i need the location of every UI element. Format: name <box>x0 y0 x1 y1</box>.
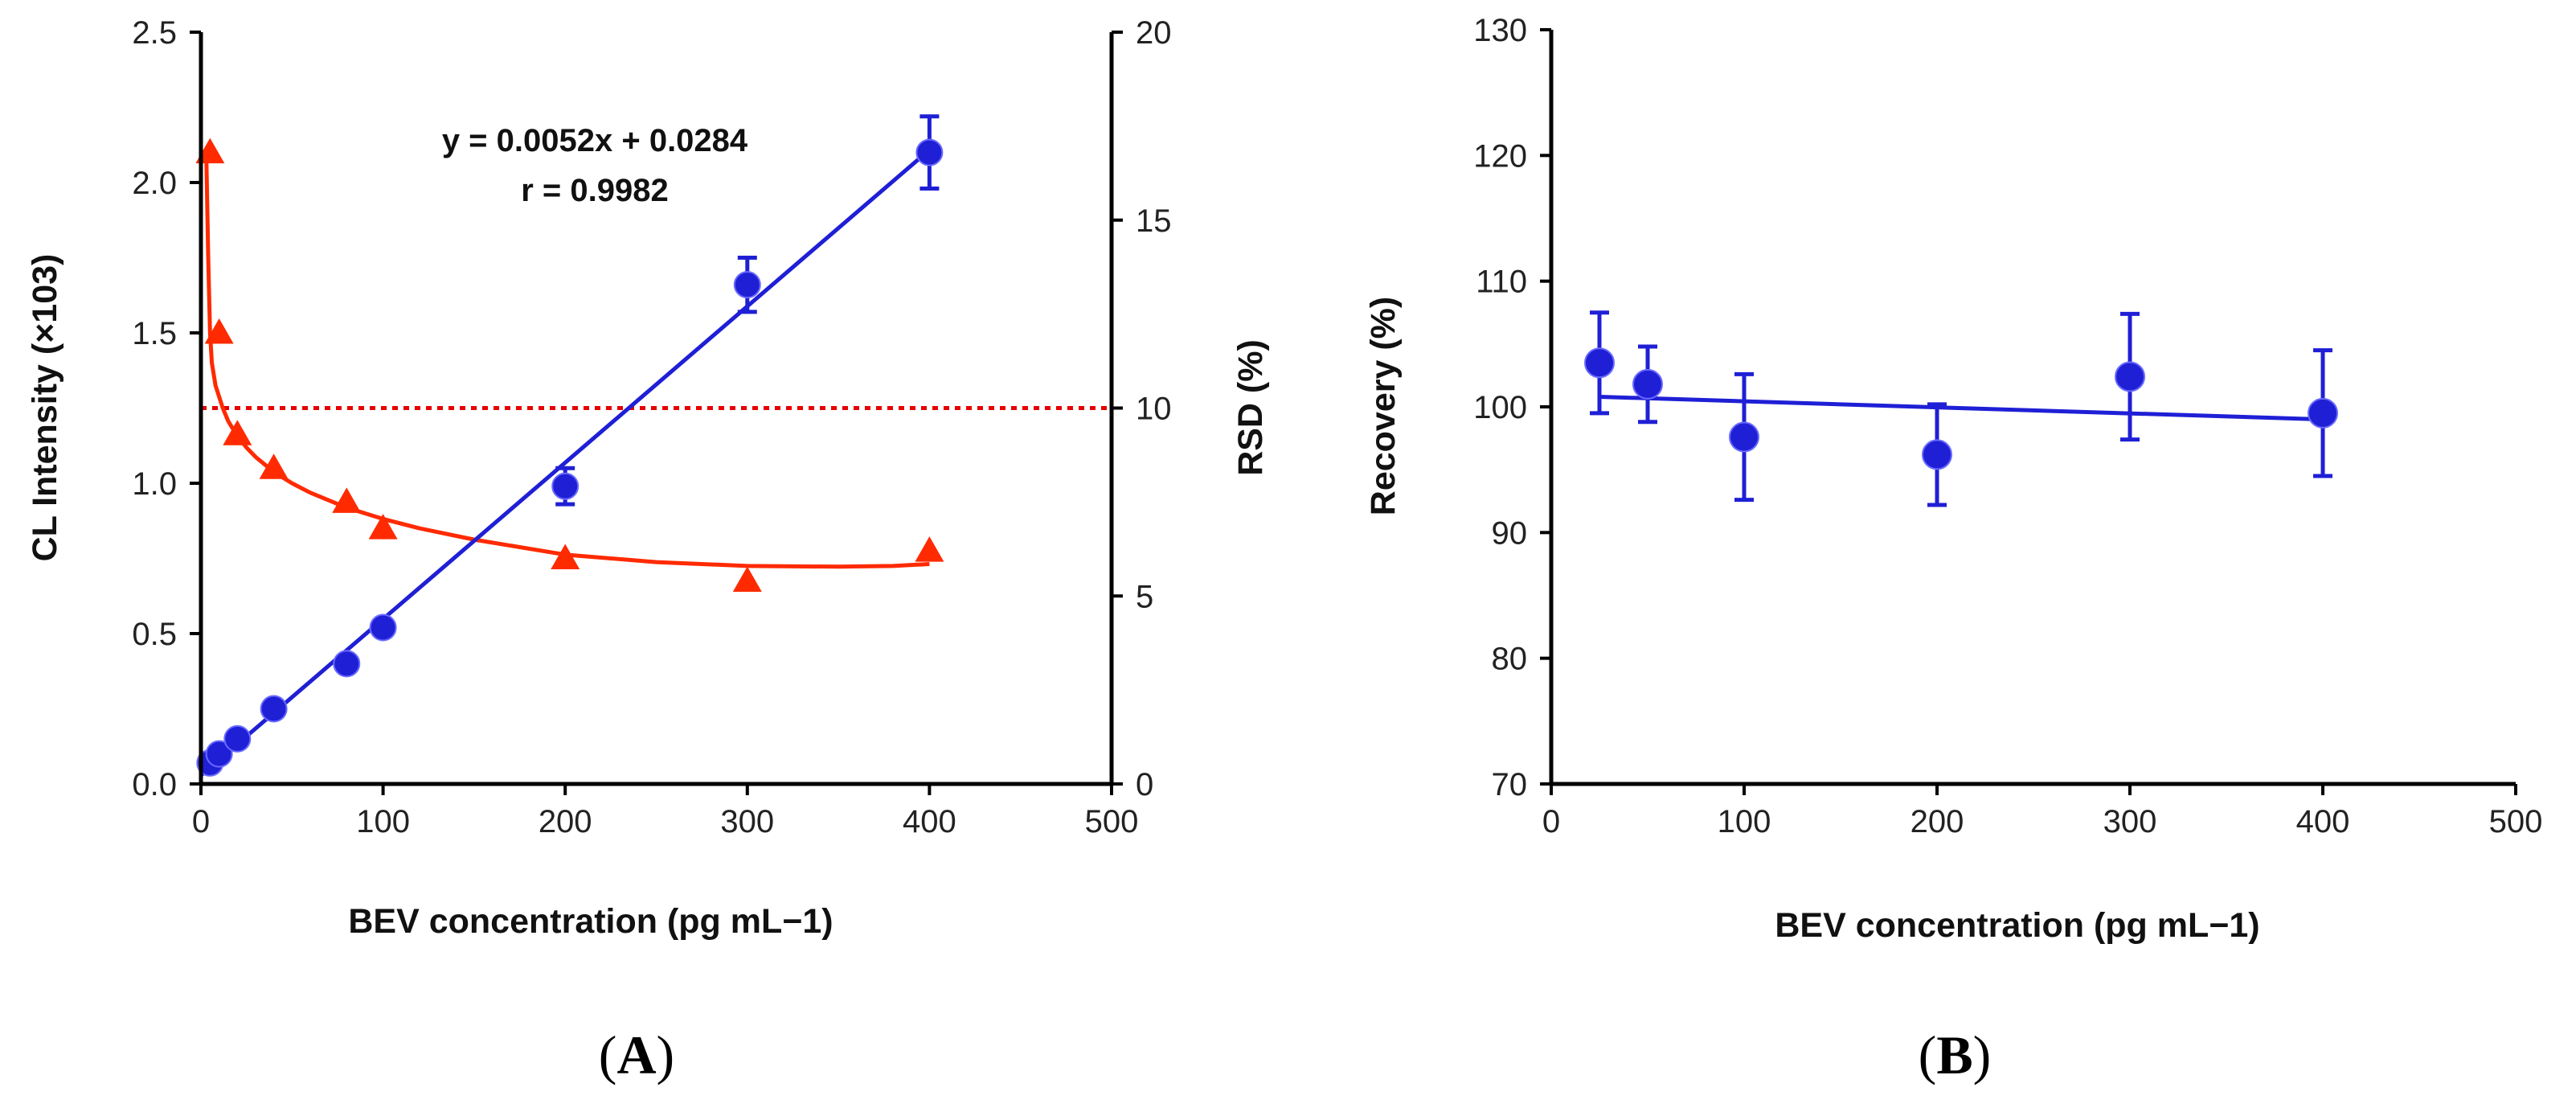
panel-a-rsd-point <box>223 420 252 445</box>
panel-a-y2-tick-label: 20 <box>1136 15 1172 51</box>
panel-b-x-tick-label: 200 <box>1910 804 1964 839</box>
panel-a-cl-point <box>551 472 579 500</box>
panel-a-y-axis-title: CL Intensity (×103) <box>26 254 64 562</box>
panel-a-cl-point <box>260 695 288 723</box>
panel-a-x-tick-label: 500 <box>1085 804 1139 839</box>
panel-b-y-tick-label: 70 <box>1492 767 1528 802</box>
panel-b-y-tick-label: 90 <box>1492 515 1528 551</box>
panel-b-y-axis-title: Recovery (%) <box>1364 297 1403 515</box>
panel-a-x-tick-label: 300 <box>720 804 774 839</box>
panel-b-x-axis-title: BEV concentration (pg mL−1) <box>1775 906 2259 945</box>
panel-a-linear-fit-line <box>199 148 932 778</box>
panel-a-y2-tick-label: 15 <box>1136 203 1172 239</box>
panel-b-y-tick-label: 80 <box>1492 642 1528 677</box>
panel-a-y-tick-label: 2.5 <box>132 15 177 51</box>
panel-b-x-tick-label: 0 <box>1542 804 1560 839</box>
panel-a-r-value: r = 0.9982 <box>521 173 669 208</box>
panel-a-y-tick-label: 1.0 <box>132 466 177 502</box>
panel-a-x-axis-title: BEV concentration (pg mL−1) <box>348 902 833 941</box>
panel-a-rsd-point <box>732 566 762 593</box>
panel-a-x-tick-label: 200 <box>539 804 592 839</box>
panel-a-rsd-point <box>332 487 362 513</box>
panel-a-equation: y = 0.0052x + 0.0284 <box>442 123 748 158</box>
panel-a-cl-point <box>733 271 761 299</box>
panel-a-y2-axis-title: RSD (%) <box>1231 339 1270 476</box>
panel-a-y-tick-label: 2.0 <box>132 166 177 201</box>
panel-a-label-letter: A <box>616 1024 656 1085</box>
panel-b-recovery-point <box>1632 368 1663 400</box>
panel-b-x-tick-label: 400 <box>2296 804 2350 839</box>
panel-b-label-letter: B <box>1936 1024 1972 1085</box>
panel-b-x-tick-label: 300 <box>2103 804 2157 839</box>
panel-a-y-tick-label: 1.5 <box>132 316 177 351</box>
panel-a-chart: 0 100 200 300 400 500 0.0 0.5 1.0 1.5 2.0 2.5 0 5 10… <box>26 15 1270 1085</box>
panel-b-recovery-point <box>1584 347 1615 379</box>
panel-b-x-tick-label: 500 <box>2489 804 2543 839</box>
panel-b-recovery-point <box>1729 421 1759 453</box>
panel-b-x-tick-label: 100 <box>1718 804 1771 839</box>
panel-a-y-tick-label: 0.0 <box>132 767 177 802</box>
panel-a-rsd-point <box>368 514 398 540</box>
panel-a-rsd-point <box>204 318 234 344</box>
panel-b-y-tick-label: 130 <box>1473 13 1527 48</box>
panel-b-y-tick-label: 120 <box>1473 138 1527 174</box>
panel-a-cl-point <box>223 724 252 753</box>
panel-b-recovery-point <box>2308 397 2338 429</box>
panel-b-fit-line <box>1599 394 2324 422</box>
panel-b-y-tick-label: 110 <box>1476 265 1527 300</box>
panel-b-recovery-point <box>2115 361 2145 392</box>
panel-a-cl-point <box>915 138 944 166</box>
panel-a-label: (A) <box>599 1024 674 1085</box>
panel-a-y2-tick-label: 0 <box>1136 767 1153 802</box>
panel-a-y2-tick-label: 5 <box>1136 579 1153 614</box>
panel-a-cl-point <box>369 613 397 642</box>
panel-a-rsd-point <box>551 544 580 569</box>
panel-a-cl-point <box>205 740 233 768</box>
panel-b-recovery-point <box>1922 439 1952 470</box>
panel-a-rsd-point <box>259 453 289 479</box>
panel-b-label: (B) <box>1919 1024 1992 1085</box>
panel-a-cl-point <box>333 650 361 678</box>
panel-b-chart: 0 100 200 300 400 500 70 80 90 100 110 120 130 Reco… <box>1364 13 2542 1085</box>
panel-a-x-tick-label: 400 <box>903 804 956 839</box>
panel-a-y-tick-label: 0.5 <box>132 617 177 652</box>
panel-a-x-tick-label: 0 <box>192 804 210 839</box>
panel-a-y2-tick-label: 10 <box>1136 392 1172 427</box>
panel-b-y-tick-label: 100 <box>1473 390 1527 425</box>
panel-a-x-tick-label: 100 <box>356 804 410 839</box>
panel-a-rsd-point <box>915 536 944 562</box>
